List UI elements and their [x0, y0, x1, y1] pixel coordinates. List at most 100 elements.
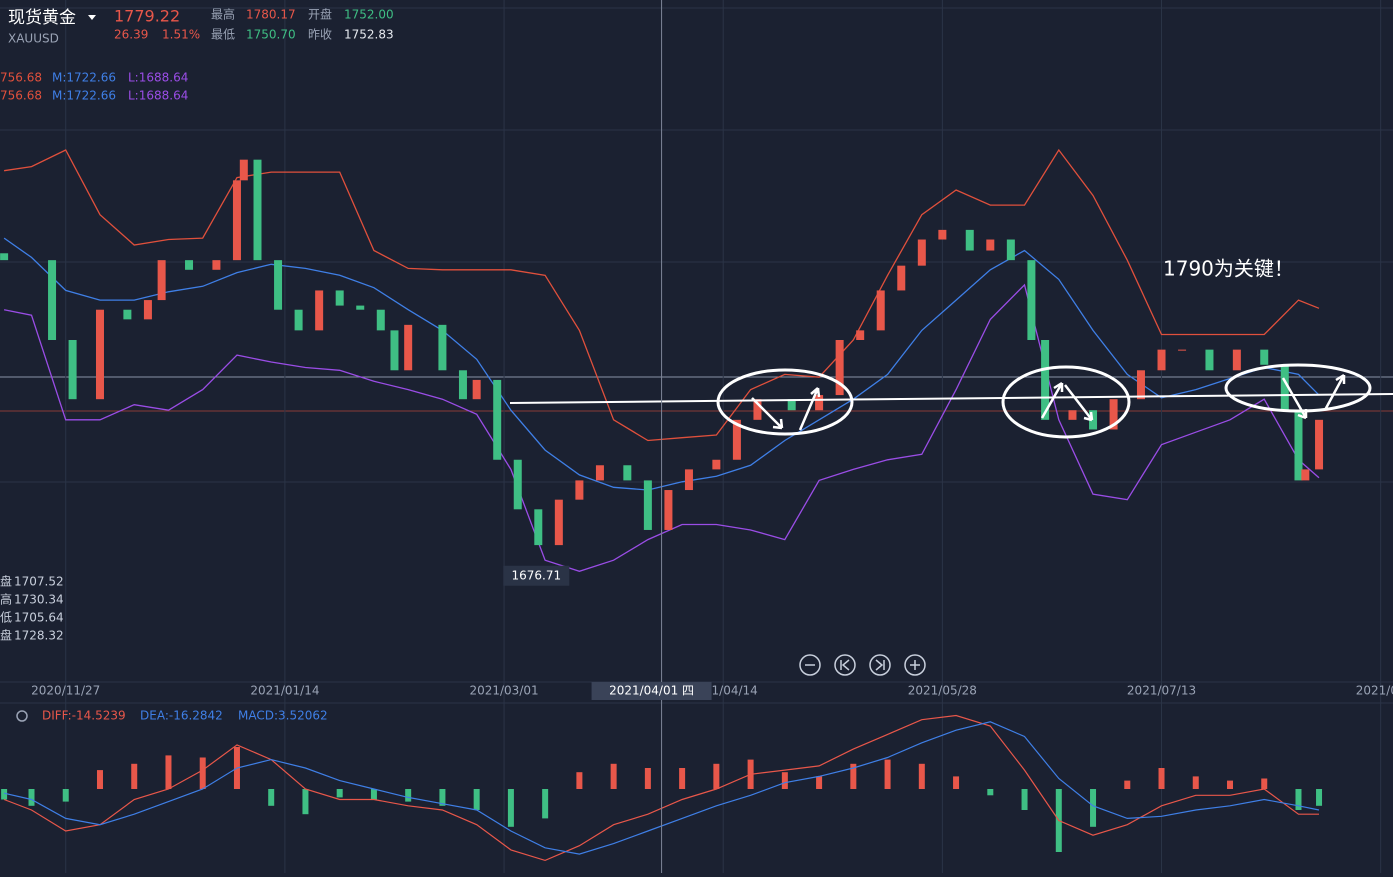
- x-tick-label: 2020/11/27: [31, 684, 100, 698]
- price: 1779.22: [114, 7, 180, 26]
- candle: [835, 340, 844, 396]
- arrow: [1064, 384, 1094, 422]
- macd-bar: [850, 763, 857, 789]
- highlights: [716, 363, 1372, 439]
- prev[interactable]: [834, 654, 856, 676]
- macd-bar: [713, 763, 720, 789]
- candle: [664, 490, 673, 530]
- candle: [143, 300, 152, 320]
- macd-bar: [336, 789, 343, 798]
- macd-bar: [1021, 789, 1028, 810]
- candle: [294, 309, 303, 331]
- candle: [1136, 370, 1145, 400]
- label: 开盘: [308, 7, 332, 22]
- candle: [815, 395, 824, 411]
- candle: [1006, 239, 1015, 261]
- macd-bar: [816, 776, 823, 789]
- candle: [856, 330, 865, 340]
- candle: [458, 370, 467, 400]
- legend-entry: M:1722.66: [52, 71, 116, 85]
- x-tick-label: 2021/05/28: [908, 684, 977, 698]
- candle: [1027, 260, 1036, 340]
- legend-entry: 756.68: [0, 71, 42, 85]
- arrow: [1323, 373, 1346, 411]
- macd-bar: [781, 772, 788, 789]
- candle: [643, 480, 652, 530]
- candle: [897, 265, 906, 291]
- legend-entry: L:1688.64: [128, 71, 188, 85]
- crosshair-box: [591, 682, 712, 700]
- next[interactable]: [869, 654, 891, 676]
- band-line: [4, 148, 1320, 442]
- zoom-in[interactable]: [904, 654, 926, 676]
- macd-bar: [28, 789, 35, 806]
- macd-line: [3, 721, 1320, 855]
- info-label: 低: [0, 611, 12, 625]
- macd-line: [3, 714, 1319, 862]
- dropdown-icon[interactable]: [88, 15, 96, 20]
- macd-bar: [1261, 778, 1268, 789]
- change: 26.39: [114, 28, 148, 42]
- candle: [157, 260, 166, 301]
- candle: [534, 509, 543, 546]
- macd-bar: [1124, 780, 1131, 789]
- change-pct: 1.51%: [162, 28, 200, 42]
- candle: [684, 469, 693, 491]
- arrow: [1281, 377, 1308, 420]
- macd-bar: [131, 763, 138, 789]
- ellipse: [1224, 363, 1372, 413]
- annotation: 1790为关键！: [1163, 257, 1294, 281]
- macd-bar: [1158, 768, 1165, 789]
- candle: [438, 324, 447, 371]
- candle: [0, 253, 9, 261]
- label: 最高: [211, 7, 235, 22]
- arrow: [798, 387, 821, 431]
- zoom-out[interactable]: [799, 654, 821, 676]
- candle: [917, 239, 926, 266]
- candle: [239, 159, 248, 181]
- zoom-controls[interactable]: [799, 654, 926, 676]
- candle: [493, 379, 502, 460]
- candle: [1280, 364, 1289, 411]
- ellipse: [716, 368, 854, 436]
- macd-bar: [199, 757, 206, 789]
- macd-bar: [96, 770, 103, 789]
- macd-bar: [507, 789, 514, 827]
- candle: [404, 324, 413, 371]
- macd-bar: [610, 763, 617, 789]
- low-label: 1676.71: [511, 568, 561, 582]
- candle: [1232, 349, 1241, 371]
- key-line: [509, 393, 1393, 404]
- band-line: [3, 237, 1320, 491]
- candle: [185, 260, 194, 270]
- candle: [787, 399, 796, 411]
- grid: [0, 7, 1393, 704]
- candle: [1109, 399, 1118, 430]
- candle: [48, 260, 57, 340]
- info-label: 盘: [0, 574, 12, 589]
- settings-icon[interactable]: [16, 710, 28, 722]
- info-label: 盘: [0, 628, 12, 643]
- candle: [212, 260, 221, 270]
- macd-bar: [542, 789, 549, 819]
- candle: [1294, 410, 1303, 481]
- arrows: [751, 373, 1346, 431]
- candle: [390, 330, 399, 371]
- symbol[interactable]: 现货黄金: [8, 8, 76, 28]
- macd-bar: [1090, 789, 1097, 827]
- macd-bar: [473, 789, 480, 810]
- candle: [1068, 410, 1077, 420]
- info-value: 1705.64: [14, 611, 64, 625]
- candle: [753, 399, 762, 420]
- candle: [986, 239, 995, 251]
- legend-entry: DEA:-16.2842: [140, 709, 223, 723]
- x-tick-label: 2021/08: [1356, 684, 1393, 698]
- macd-bar: [1227, 780, 1234, 789]
- candle: [376, 309, 385, 331]
- candle: [712, 459, 721, 470]
- arrow: [1040, 381, 1064, 419]
- candle: [232, 180, 241, 261]
- label: 最低: [211, 28, 235, 42]
